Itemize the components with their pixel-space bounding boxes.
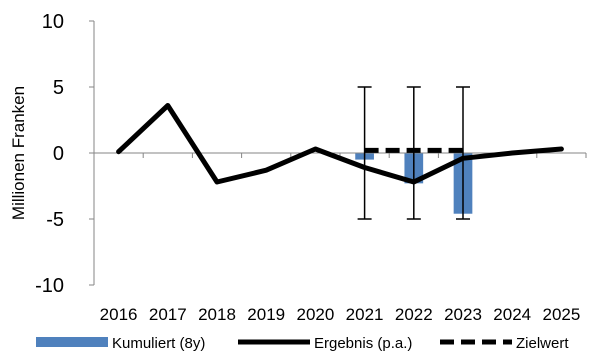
legend-item-Zielwert: Zielwert [440, 335, 569, 352]
x-tick-label-2019: 2019 [247, 305, 285, 324]
x-tick-label-2023: 2023 [444, 305, 482, 324]
x-tick-label-2018: 2018 [198, 305, 236, 324]
x-tick-label-2022: 2022 [395, 305, 433, 324]
error-bar-2021 [357, 86, 372, 220]
legend-swatch [36, 337, 108, 347]
y-tick-label: 10 [42, 11, 64, 33]
legend: Kumuliert (8y) Ergebnis (p.a.) Zielwert [36, 335, 569, 352]
x-tick-label-2025: 2025 [542, 305, 580, 324]
x-tick-label-2020: 2020 [296, 305, 334, 324]
y-tick-label: 0 [53, 143, 64, 165]
legend-label: Zielwert [516, 335, 569, 352]
tick-labels-layer: 10 5 0 -5 -10 2016 2017 2018 2019 2020 2021 2022 202… [35, 11, 580, 324]
legend-item-Kumuliert (8y): Kumuliert (8y) [36, 335, 205, 352]
error-bars-layer [357, 86, 470, 220]
lines-layer [116, 103, 564, 185]
x-tick-label-2021: 2021 [346, 305, 384, 324]
x-tick-label-2016: 2016 [100, 305, 138, 324]
error-bar-2022 [406, 86, 421, 220]
x-tick-label-2017: 2017 [149, 305, 187, 324]
error-bar-2023 [456, 86, 470, 220]
y-tick-label: 5 [53, 77, 64, 99]
y-tick-label: -10 [35, 275, 64, 297]
y-tick-label: -5 [46, 209, 64, 231]
y-axis-label: Millionen Franken [9, 86, 28, 220]
x-tick-label-2024: 2024 [493, 305, 531, 324]
legend-label: Ergebnis (p.a.) [314, 335, 412, 352]
legend-label: Kumuliert (8y) [112, 335, 205, 352]
series-line-Ergebnis (p.a.) [116, 103, 564, 185]
legend-item-Ergebnis (p.a.): Ergebnis (p.a.) [238, 335, 412, 352]
